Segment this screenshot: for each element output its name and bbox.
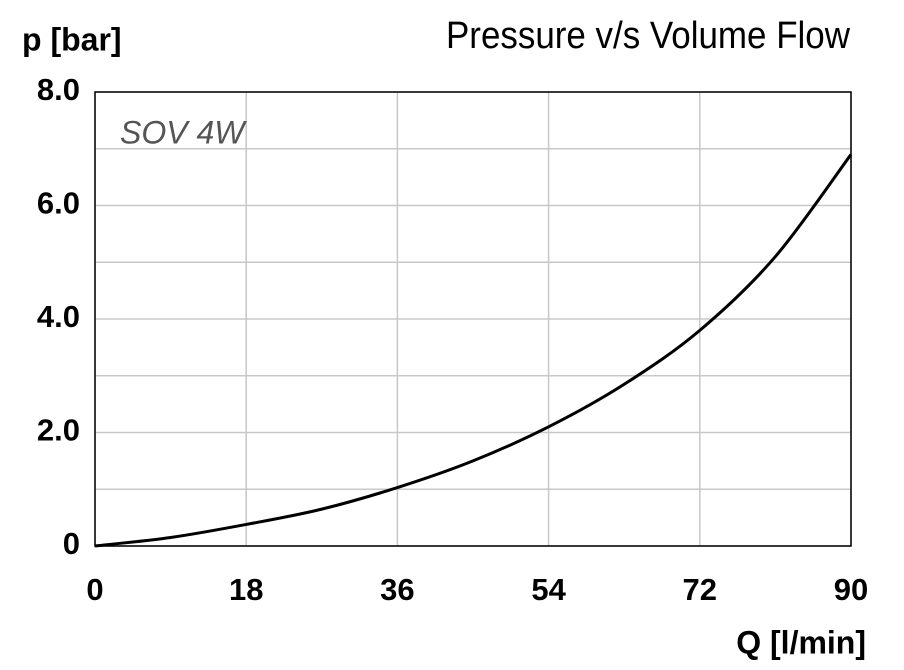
grid xyxy=(94,91,852,547)
chart-title: Pressure v/s Volume Flow xyxy=(446,14,851,57)
y-axis-label: p [bar] xyxy=(22,21,122,57)
y-tick-label: 2.0 xyxy=(37,413,80,448)
x-tick-label: 72 xyxy=(683,572,717,607)
y-tick-label: 8.0 xyxy=(37,72,80,107)
x-tick-label: 0 xyxy=(86,572,103,607)
x-tick-label: 36 xyxy=(380,572,414,607)
y-tick-label: 0 xyxy=(63,526,80,561)
data-line xyxy=(94,153,853,548)
annotation: SOV 4W xyxy=(120,114,247,150)
x-tick-label: 90 xyxy=(834,572,868,607)
x-tick-label: 18 xyxy=(229,572,263,607)
x-tick-label: 54 xyxy=(531,572,566,607)
x-axis-label: Q [l/min] xyxy=(736,624,866,660)
y-tick-label: 4.0 xyxy=(37,299,80,334)
y-tick-label: 6.0 xyxy=(37,186,80,221)
plot-frame xyxy=(94,91,852,547)
